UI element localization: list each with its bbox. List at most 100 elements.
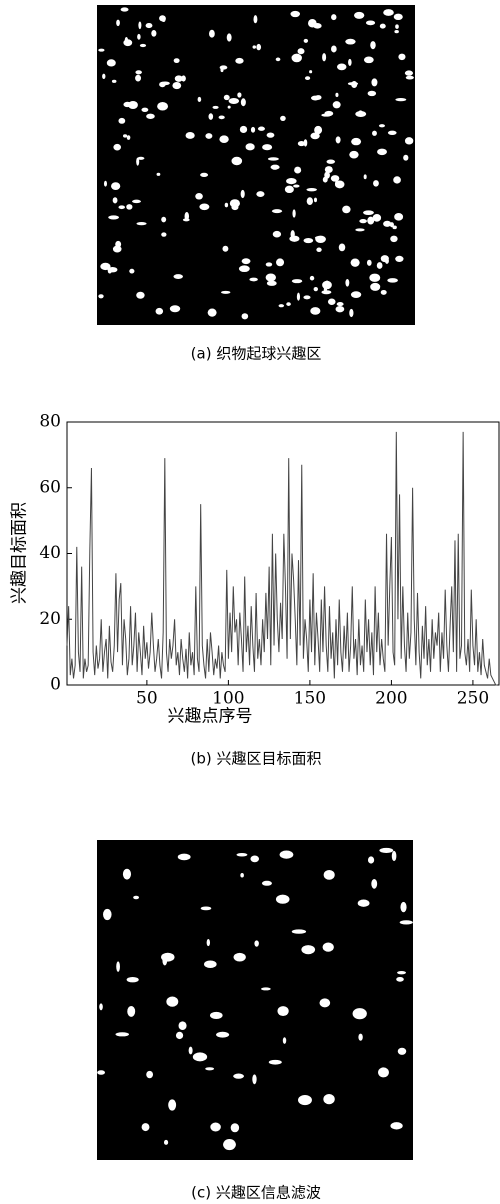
blob <box>103 909 112 920</box>
blob <box>116 961 120 972</box>
x-tick-label: 50 <box>136 689 158 709</box>
blob <box>135 75 141 82</box>
blob <box>355 111 366 117</box>
blob <box>403 155 408 161</box>
blob <box>378 1067 389 1077</box>
blob <box>161 16 165 22</box>
blob <box>239 265 250 272</box>
blob <box>377 149 387 156</box>
blob <box>373 181 377 186</box>
blob <box>135 70 141 74</box>
blob <box>398 1048 406 1055</box>
blob <box>253 45 257 48</box>
blob <box>373 214 381 222</box>
blob <box>221 291 230 294</box>
blob <box>337 302 344 306</box>
blob <box>261 987 271 990</box>
blob <box>219 135 228 143</box>
data-line <box>67 432 497 685</box>
blob <box>314 287 318 291</box>
y-tick-label: 80 <box>39 412 61 432</box>
blob <box>136 292 144 299</box>
blob <box>308 19 317 27</box>
blob <box>209 113 214 120</box>
blob <box>395 256 403 262</box>
blob <box>314 198 317 203</box>
blob <box>223 1139 236 1150</box>
blob <box>335 181 344 189</box>
blob <box>213 106 219 109</box>
blob <box>363 210 374 215</box>
blob <box>125 37 128 43</box>
blob <box>231 157 242 165</box>
blob <box>242 258 251 264</box>
blob <box>252 1074 256 1084</box>
blob <box>304 238 314 243</box>
blob <box>172 82 181 89</box>
blob <box>279 304 284 307</box>
blob <box>405 70 413 75</box>
blob <box>319 998 330 1007</box>
blob <box>301 945 315 954</box>
blob <box>276 258 284 266</box>
blob <box>298 48 305 54</box>
blob <box>227 33 232 41</box>
blob <box>394 213 403 221</box>
blob <box>388 131 397 135</box>
blob <box>372 131 377 136</box>
blob <box>291 230 295 238</box>
blob <box>307 197 313 205</box>
x-tick-label: 250 <box>457 689 489 709</box>
blob <box>157 102 168 111</box>
blob <box>368 856 374 863</box>
caption: (a) 织物起球兴趣区 <box>191 345 322 363</box>
page: (a) 织物起球兴趣区 02040608050100150200250 兴趣点序… <box>0 0 500 1204</box>
blob <box>292 279 302 283</box>
blob <box>366 20 375 25</box>
blob <box>205 1067 214 1070</box>
blob <box>286 178 297 184</box>
x-axis-label: 兴趣点序号 <box>168 707 253 727</box>
blob <box>113 144 121 151</box>
blob <box>189 1047 193 1055</box>
blob <box>359 219 367 223</box>
blob <box>387 278 398 283</box>
blob <box>335 93 338 97</box>
blob <box>99 1003 103 1010</box>
blob <box>272 209 282 213</box>
blob <box>127 135 131 140</box>
blob <box>242 313 249 319</box>
blob <box>159 82 166 87</box>
blob <box>246 143 255 150</box>
blob <box>208 309 217 317</box>
blob <box>364 56 374 63</box>
blob <box>233 1074 244 1079</box>
blob <box>345 39 355 45</box>
blob <box>241 98 246 106</box>
blob <box>229 98 239 104</box>
blob <box>292 54 302 63</box>
blob <box>321 114 331 117</box>
blob <box>186 132 195 139</box>
blob <box>262 144 272 150</box>
blob <box>136 222 146 225</box>
blob <box>107 59 116 66</box>
y-axis-label: 兴趣目标面积 <box>10 502 30 604</box>
blob <box>358 1034 362 1041</box>
blob <box>151 30 156 37</box>
blob <box>324 870 335 880</box>
blob <box>267 132 275 137</box>
blob <box>323 942 334 951</box>
y-tick-label: 40 <box>39 543 61 563</box>
blob <box>220 68 223 72</box>
blob <box>253 15 257 23</box>
blob <box>123 869 131 880</box>
blob <box>310 307 320 315</box>
blob <box>328 298 336 304</box>
blob <box>123 102 131 107</box>
blob <box>333 101 341 108</box>
blob <box>280 116 286 121</box>
blob <box>285 186 294 193</box>
blob <box>210 1123 221 1132</box>
blob <box>231 1123 239 1132</box>
